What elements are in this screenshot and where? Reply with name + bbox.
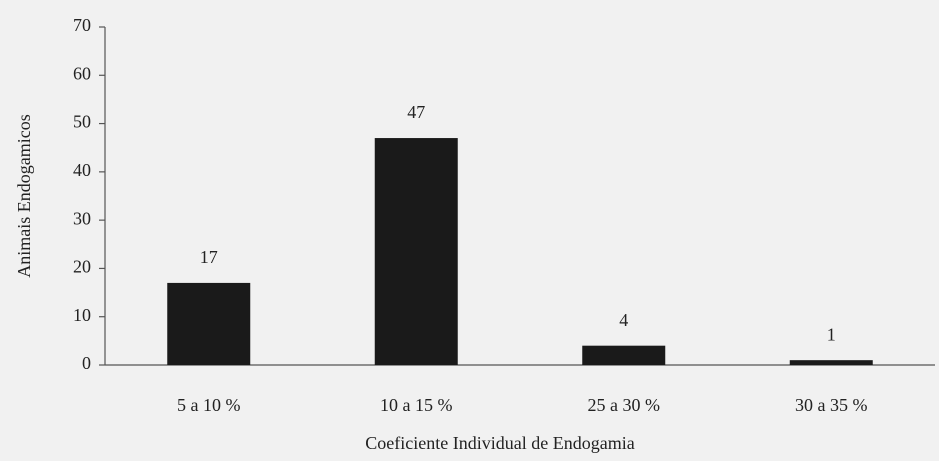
bar	[167, 282, 251, 365]
y-tick-label: 0	[82, 353, 91, 373]
y-axis-label: Animais Endogamicos	[14, 114, 34, 277]
y-tick-label: 50	[73, 112, 91, 132]
x-axis-label: Coeficiente Individual de Endogamia	[365, 433, 634, 453]
x-tick-label: 25 a 30 %	[588, 395, 660, 415]
y-tick-label: 10	[73, 305, 91, 325]
y-tick-label: 20	[73, 257, 91, 277]
x-tick-label: 30 a 35 %	[795, 395, 867, 415]
bar	[374, 138, 458, 365]
y-tick-label: 40	[73, 160, 91, 180]
bar	[582, 345, 666, 365]
bar	[789, 360, 873, 365]
data-label: 1	[827, 324, 836, 344]
y-tick-label: 60	[73, 63, 91, 83]
data-label: 47	[407, 102, 425, 122]
x-tick-label: 5 a 10 %	[177, 395, 240, 415]
y-tick-label: 30	[73, 208, 91, 228]
x-tick-label: 10 a 15 %	[380, 395, 452, 415]
y-tick-label: 70	[73, 15, 91, 35]
data-label: 4	[619, 310, 628, 330]
data-label: 17	[200, 247, 218, 267]
